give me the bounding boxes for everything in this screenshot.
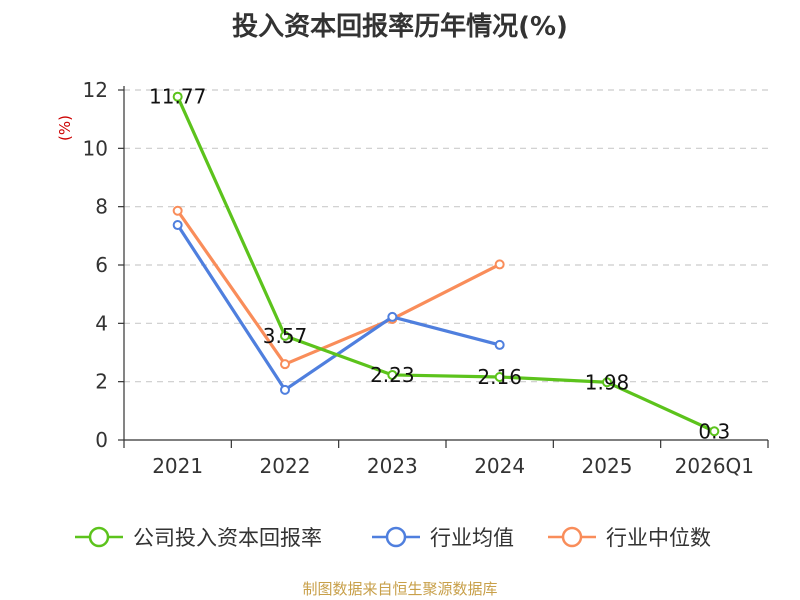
data-label: 0.3 xyxy=(698,419,730,443)
data-label: 1.98 xyxy=(585,370,630,394)
data-point-series-0[interactable] xyxy=(172,91,183,102)
data-label: 2.16 xyxy=(477,365,522,389)
data-point-series-0[interactable] xyxy=(602,377,612,388)
data-point-series-2[interactable] xyxy=(280,359,290,370)
data-point-series-1[interactable] xyxy=(387,311,398,322)
legend-label: 行业中位数 xyxy=(606,526,711,550)
y-axis-label: (%) xyxy=(56,115,74,141)
x-tick-label-2023: 2023 xyxy=(367,454,418,478)
y-tick-label: 10 xyxy=(83,136,108,160)
axes: 0 2 4 6 8 10 12 2021 2022 2023 2024 2025 2026Q1 (%) xyxy=(56,78,769,478)
y-tick-label: 2 xyxy=(95,370,108,394)
data-point-series-0[interactable] xyxy=(387,369,398,380)
legend-item-1[interactable]: 行业均值 xyxy=(372,526,514,550)
series-line-1 xyxy=(176,224,501,392)
data-point-series-1[interactable] xyxy=(172,220,183,231)
x-tick-label-2026Q1: 2026Q1 xyxy=(675,454,754,478)
data-label: 11.77 xyxy=(149,85,206,109)
grid-lines xyxy=(124,89,768,383)
y-tick-label: 8 xyxy=(95,195,108,219)
legend-marker-icon xyxy=(385,526,407,548)
data-point-series-1[interactable] xyxy=(494,339,505,350)
legend[interactable]: 公司投入资本回报率 行业均值 行业中位数 xyxy=(75,526,711,550)
data-label: 2.23 xyxy=(370,363,415,387)
x-tick-label-2022: 2022 xyxy=(260,454,311,478)
data-label: 3.57 xyxy=(263,324,308,348)
y-tick-label: 0 xyxy=(95,428,108,452)
data-labels: 11.77 3.57 2.23 2.16 1.98 0.3 xyxy=(149,85,730,444)
data-point-series-1[interactable] xyxy=(280,384,290,395)
data-point-series-2[interactable] xyxy=(172,205,183,216)
y-tick-label: 4 xyxy=(95,311,108,335)
x-tick-label-2025: 2025 xyxy=(582,454,633,478)
legend-item-0[interactable]: 公司投入资本回报率 xyxy=(75,526,322,550)
series-line-2 xyxy=(176,209,501,366)
legend-label: 行业均值 xyxy=(430,526,514,550)
source-note: 制图数据来自恒生聚源数据库 xyxy=(302,580,498,598)
legend-marker-icon xyxy=(88,526,110,548)
legend-marker-icon xyxy=(561,526,583,548)
data-point-series-0[interactable] xyxy=(280,330,290,341)
x-tick-label-2024: 2024 xyxy=(474,454,525,478)
line-chart: 0 2 4 6 8 10 12 2021 2022 2023 2024 2025 2026Q1 (%) 1… xyxy=(56,78,769,550)
data-point-series-0[interactable] xyxy=(494,372,505,382)
x-tick-label-2021: 2021 xyxy=(152,454,203,478)
series-line-0 xyxy=(176,96,715,433)
data-point-series-2[interactable] xyxy=(494,259,505,270)
data-point-series-0[interactable] xyxy=(709,426,720,437)
legend-label: 公司投入资本回报率 xyxy=(133,526,322,550)
y-tick-label: 6 xyxy=(95,253,108,277)
series-layer xyxy=(172,91,720,437)
legend-item-2[interactable]: 行业中位数 xyxy=(548,526,711,550)
chart-title: 投入资本回报率历年情况(%) xyxy=(232,12,568,42)
y-tick-label: 12 xyxy=(83,78,108,102)
